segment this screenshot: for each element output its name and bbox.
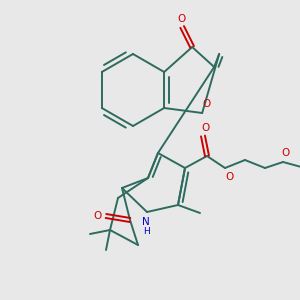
Text: H: H: [142, 226, 149, 236]
Text: O: O: [94, 211, 102, 221]
Text: O: O: [281, 148, 289, 158]
Text: O: O: [201, 123, 209, 133]
Text: O: O: [202, 99, 210, 109]
Text: O: O: [225, 172, 233, 182]
Text: N: N: [142, 217, 150, 227]
Text: O: O: [177, 14, 185, 24]
